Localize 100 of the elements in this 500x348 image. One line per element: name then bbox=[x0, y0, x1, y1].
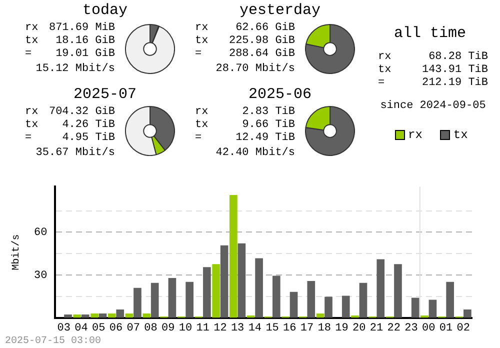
bar bbox=[230, 195, 238, 318]
x-tick-label: 17 bbox=[300, 322, 314, 334]
text: 2025-07-15 03:00 bbox=[5, 336, 102, 347]
text: = bbox=[25, 48, 33, 61]
text: 704.32 GiB bbox=[48, 106, 115, 119]
text: 68.28 TiB bbox=[428, 51, 488, 64]
bar bbox=[359, 282, 368, 318]
text: 12.49 TiB bbox=[234, 132, 295, 145]
x-tick-label: 07 bbox=[126, 322, 140, 334]
bar bbox=[272, 276, 280, 318]
bar bbox=[81, 314, 90, 318]
x-tick-label: 10 bbox=[178, 322, 192, 334]
text: 28.70 Mbit/s bbox=[214, 63, 295, 76]
text: tx bbox=[25, 119, 40, 132]
text: tx bbox=[195, 35, 210, 48]
text: 35.67 Mbit/s bbox=[34, 147, 115, 160]
text: 62.66 GiB bbox=[234, 22, 295, 35]
bar bbox=[446, 282, 454, 318]
text: 288.64 GiB bbox=[228, 48, 295, 61]
chart-title: 2025-07 bbox=[72, 86, 138, 103]
text: 212.19 TiB bbox=[420, 77, 488, 90]
bar bbox=[64, 314, 72, 318]
text: 4.26 TiB bbox=[61, 119, 115, 132]
text: 18.16 GiB bbox=[54, 35, 115, 48]
text: all time bbox=[392, 25, 467, 42]
x-tick-label: 03 bbox=[57, 322, 70, 334]
text: rx bbox=[25, 106, 40, 119]
bar bbox=[73, 314, 82, 318]
bar bbox=[307, 281, 316, 318]
bar bbox=[116, 310, 124, 318]
text: 143.91 TiB bbox=[420, 64, 488, 77]
x-tick-label: 00 bbox=[422, 322, 436, 334]
x-tick-label: 09 bbox=[161, 322, 175, 334]
chart-title: today bbox=[81, 2, 128, 19]
text: = bbox=[25, 132, 33, 145]
x-tick-label: 21 bbox=[370, 322, 384, 334]
text: = bbox=[378, 77, 386, 90]
bar bbox=[464, 310, 472, 318]
text: = bbox=[195, 132, 203, 145]
bar bbox=[376, 259, 385, 318]
text: 4.95 TiB bbox=[61, 132, 115, 145]
bar bbox=[220, 245, 228, 318]
bar bbox=[142, 314, 151, 318]
bar bbox=[212, 264, 220, 318]
bar bbox=[290, 292, 298, 318]
text: since 2024-09-05 bbox=[379, 100, 487, 113]
bar bbox=[342, 296, 350, 318]
bar bbox=[203, 267, 211, 318]
x-tick-label: 02 bbox=[456, 322, 470, 334]
bar bbox=[125, 314, 134, 318]
chart-title: yesterday bbox=[238, 2, 322, 19]
x-tick-label: 18 bbox=[318, 322, 331, 334]
x-tick-label: 12 bbox=[214, 322, 227, 334]
text: 871.69 MiB bbox=[48, 22, 115, 35]
text: 9.66 TiB bbox=[241, 119, 295, 132]
x-tick-label: 23 bbox=[404, 322, 418, 334]
x-tick-label: 15 bbox=[266, 322, 279, 334]
text: rx bbox=[195, 22, 210, 35]
text: tx bbox=[195, 119, 210, 132]
text: rx bbox=[378, 51, 392, 64]
text: 42.40 Mbit/s bbox=[214, 147, 295, 160]
text: tx bbox=[25, 35, 40, 48]
text: 19.01 GiB bbox=[54, 48, 115, 61]
bar bbox=[238, 243, 246, 318]
text: 15.12 Mbit/s bbox=[34, 63, 115, 76]
y-axis-title: Mbit/s bbox=[10, 234, 23, 270]
y-tick-label: 30 bbox=[34, 270, 48, 282]
y-tick-label: 60 bbox=[34, 227, 48, 240]
x-tick-label: 13 bbox=[230, 322, 244, 334]
text: rx bbox=[25, 22, 40, 35]
bar bbox=[316, 314, 324, 318]
x-tick-label: 05 bbox=[92, 322, 106, 334]
x-tick-label: 06 bbox=[109, 322, 123, 334]
x-tick-label: 08 bbox=[144, 322, 158, 334]
text: rx bbox=[195, 106, 210, 119]
bar bbox=[90, 314, 98, 318]
x-tick-label: 16 bbox=[283, 322, 296, 334]
bar bbox=[394, 264, 402, 318]
text: tx bbox=[378, 64, 392, 77]
x-tick-label: 01 bbox=[439, 322, 453, 334]
bar bbox=[186, 282, 194, 318]
bar bbox=[134, 288, 142, 318]
bar bbox=[108, 314, 116, 318]
text: 2.83 TiB bbox=[241, 106, 295, 119]
text: 225.98 GiB bbox=[228, 35, 295, 48]
chart-title: 2025-06 bbox=[247, 86, 312, 103]
legend-label: tx bbox=[452, 128, 468, 142]
bar bbox=[255, 258, 263, 318]
x-tick-label: 11 bbox=[196, 322, 210, 334]
legend-label: rx bbox=[407, 128, 422, 142]
x-tick-label: 19 bbox=[335, 322, 348, 334]
bar bbox=[411, 298, 420, 318]
x-tick-label: 04 bbox=[74, 322, 88, 334]
bar bbox=[324, 296, 332, 318]
x-tick-label: 22 bbox=[387, 322, 400, 334]
bar bbox=[150, 282, 159, 318]
x-tick-label: 20 bbox=[352, 322, 366, 334]
bar bbox=[98, 314, 107, 318]
bar bbox=[168, 278, 176, 318]
x-tick-label: 14 bbox=[248, 322, 262, 334]
